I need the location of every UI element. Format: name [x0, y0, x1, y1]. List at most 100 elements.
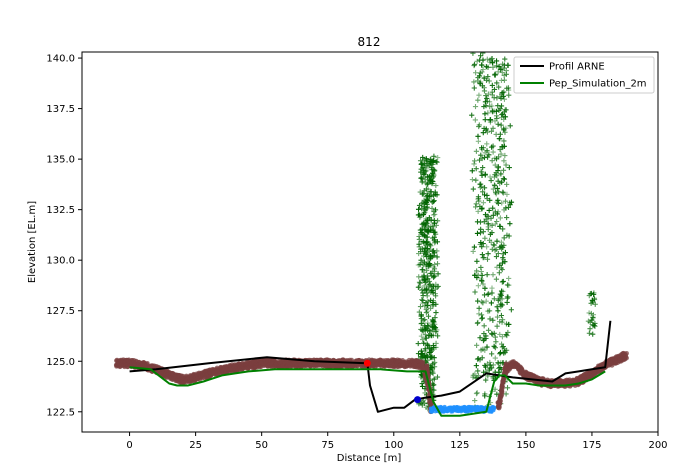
vegetation-point	[474, 275, 480, 281]
vegetation-point	[424, 252, 430, 258]
vegetation-point	[482, 391, 488, 397]
vegetation-point	[482, 212, 489, 218]
vegetation-point	[422, 390, 428, 396]
vegetation-point	[477, 80, 483, 86]
vegetation-point	[482, 285, 488, 291]
vegetation-point	[506, 164, 512, 171]
vegetation-point	[506, 282, 512, 288]
vegetation-point	[478, 169, 484, 175]
vegetation-point	[492, 162, 498, 168]
vegetation-point	[501, 125, 507, 132]
vegetation-point	[472, 371, 478, 377]
vegetation-point	[415, 340, 421, 347]
vegetation-point	[418, 333, 425, 339]
vegetation-point	[487, 359, 493, 366]
vegetation-point	[472, 397, 478, 404]
vegetation-point	[484, 272, 490, 278]
vegetation-point	[427, 305, 434, 311]
vegetation-point	[496, 361, 502, 367]
vegetation-point	[473, 201, 479, 207]
vegetation-point	[430, 298, 437, 304]
vegetation-point	[422, 177, 428, 183]
vegetation-point	[501, 77, 508, 83]
vegetation-point	[475, 133, 481, 139]
vegetation-point	[429, 205, 435, 212]
vegetation-point	[486, 237, 493, 243]
vegetation-point	[504, 214, 510, 221]
vegetation-point	[415, 206, 422, 212]
vegetation-point	[504, 332, 510, 339]
vegetation-point	[504, 299, 510, 306]
vegetation-point	[485, 74, 491, 80]
vegetation-point	[590, 331, 596, 337]
vegetation-point	[477, 203, 483, 210]
vegetation-point	[504, 191, 510, 197]
vegetation-point	[500, 226, 506, 232]
water-point	[492, 406, 497, 411]
vegetation-point	[422, 355, 428, 361]
vegetation-point	[433, 309, 439, 316]
vegetation-point	[484, 217, 490, 223]
vegetation-point	[497, 146, 503, 153]
vegetation-point	[508, 307, 514, 313]
vegetation-point	[469, 176, 476, 183]
vegetation-point	[422, 331, 428, 337]
x-tick-label: 150	[516, 440, 535, 451]
vegetation-point	[423, 326, 429, 332]
vegetation-point	[428, 193, 434, 199]
y-tick-label: 132.5	[46, 205, 75, 216]
vegetation-point	[424, 341, 430, 347]
vegetation-point	[493, 276, 500, 282]
vegetation-point	[504, 181, 510, 187]
vegetation-point	[425, 320, 431, 326]
vegetation-point	[428, 346, 434, 352]
vegetation-point	[482, 117, 488, 123]
vegetation-point	[496, 296, 503, 302]
vegetation-point	[505, 204, 512, 211]
vegetation-point	[480, 189, 486, 195]
vegetation-point	[424, 267, 430, 273]
vegetation-point	[429, 324, 436, 330]
ground-point	[500, 379, 505, 385]
vegetation-point	[490, 149, 496, 155]
vegetation-point	[480, 52, 486, 56]
vegetation-point	[433, 182, 439, 189]
vegetation-point	[484, 256, 491, 262]
vegetation-point	[486, 308, 493, 314]
vegetation-point	[501, 235, 507, 241]
vegetation-point	[419, 230, 425, 236]
legend-label-pep-simulation: Pep_Simulation_2m	[549, 79, 647, 90]
vegetation-point	[486, 152, 492, 158]
vegetation-point	[498, 288, 505, 294]
vegetation-point	[432, 207, 439, 213]
vegetation-point	[587, 326, 593, 332]
vegetation-point	[490, 143, 496, 149]
vegetation-point	[475, 138, 481, 144]
vegetation-point	[415, 284, 421, 290]
vegetation-point	[481, 75, 487, 81]
x-tick-label: 75	[321, 440, 334, 451]
vegetation-point	[479, 315, 485, 321]
vegetation-point	[484, 98, 491, 104]
vegetation-point	[423, 194, 429, 200]
vegetation-point	[481, 330, 487, 337]
vegetation-point	[492, 118, 498, 124]
x-axis: 0 25 50 75 100 125 150 175 200	[126, 432, 668, 451]
vegetation-point	[494, 95, 500, 101]
vegetation-point	[431, 264, 437, 270]
vegetation-point	[496, 107, 502, 113]
x-tick-label: 0	[126, 440, 132, 451]
vegetation-point	[427, 349, 433, 355]
vegetation-point	[431, 217, 437, 224]
vegetation-point	[429, 198, 435, 205]
vegetation-point	[490, 242, 497, 248]
vegetation-point	[483, 298, 489, 304]
vegetation-point	[475, 368, 481, 374]
vegetation-point	[481, 88, 488, 94]
vegetation-point	[493, 170, 499, 176]
vegetation-point	[481, 369, 487, 375]
ground-point	[502, 370, 507, 376]
vegetation-point	[495, 197, 501, 203]
vegetation-point	[489, 351, 495, 357]
vegetation-point	[478, 264, 484, 271]
